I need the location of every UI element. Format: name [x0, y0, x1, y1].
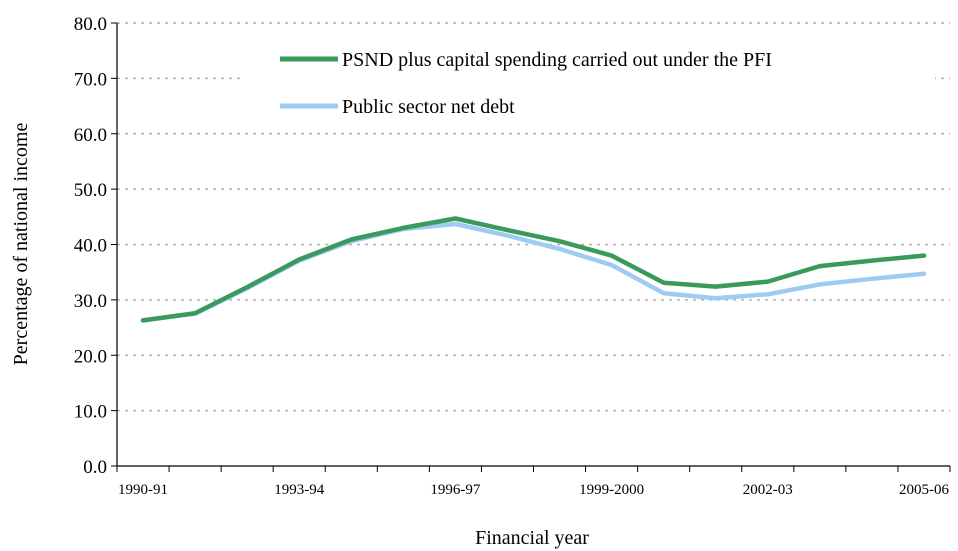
x-tick-label: 1990-91 — [118, 482, 168, 498]
y-axis-title: Percentage of national income — [10, 123, 32, 366]
x-tick-label: 2002-03 — [743, 482, 793, 498]
y-tick-label: 10.0 — [74, 402, 107, 423]
y-tick-label: 60.0 — [74, 125, 107, 146]
x-tick-label: 1999-2000 — [579, 482, 644, 498]
legend-label-psnd: Public sector net debt — [342, 96, 515, 118]
x-axis-ticks: 1990-91 1993-94 1996-97 1999-2000 2002-03 200… — [116, 466, 951, 498]
legend-label-psnd-pfi: PSND plus capital spending carried out u… — [342, 49, 772, 71]
y-tick-label: 30.0 — [74, 291, 107, 312]
y-tick-label: 50.0 — [74, 180, 107, 201]
y-tick-label: 20.0 — [74, 346, 107, 367]
legend: PSND plus capital spending carried out u… — [245, 33, 935, 128]
x-axis-title: Financial year — [475, 527, 589, 549]
y-axis-ticks: 0.0 10.0 20.0 30.0 40.0 50.0 60.0 70.0 80.0 — [74, 14, 117, 478]
series-line-psnd-pfi — [140, 216, 927, 323]
y-tick-label: 0.0 — [83, 457, 107, 478]
x-tick-label: 2005-06 — [899, 482, 949, 498]
y-tick-label: 70.0 — [74, 69, 107, 90]
y-tick-label: 40.0 — [74, 236, 107, 257]
y-tick-label: 80.0 — [74, 14, 107, 35]
x-tick-label: 1993-94 — [274, 482, 324, 498]
x-tick-label: 1996-97 — [430, 482, 480, 498]
legend-background — [245, 33, 935, 128]
series-lines — [140, 216, 927, 323]
